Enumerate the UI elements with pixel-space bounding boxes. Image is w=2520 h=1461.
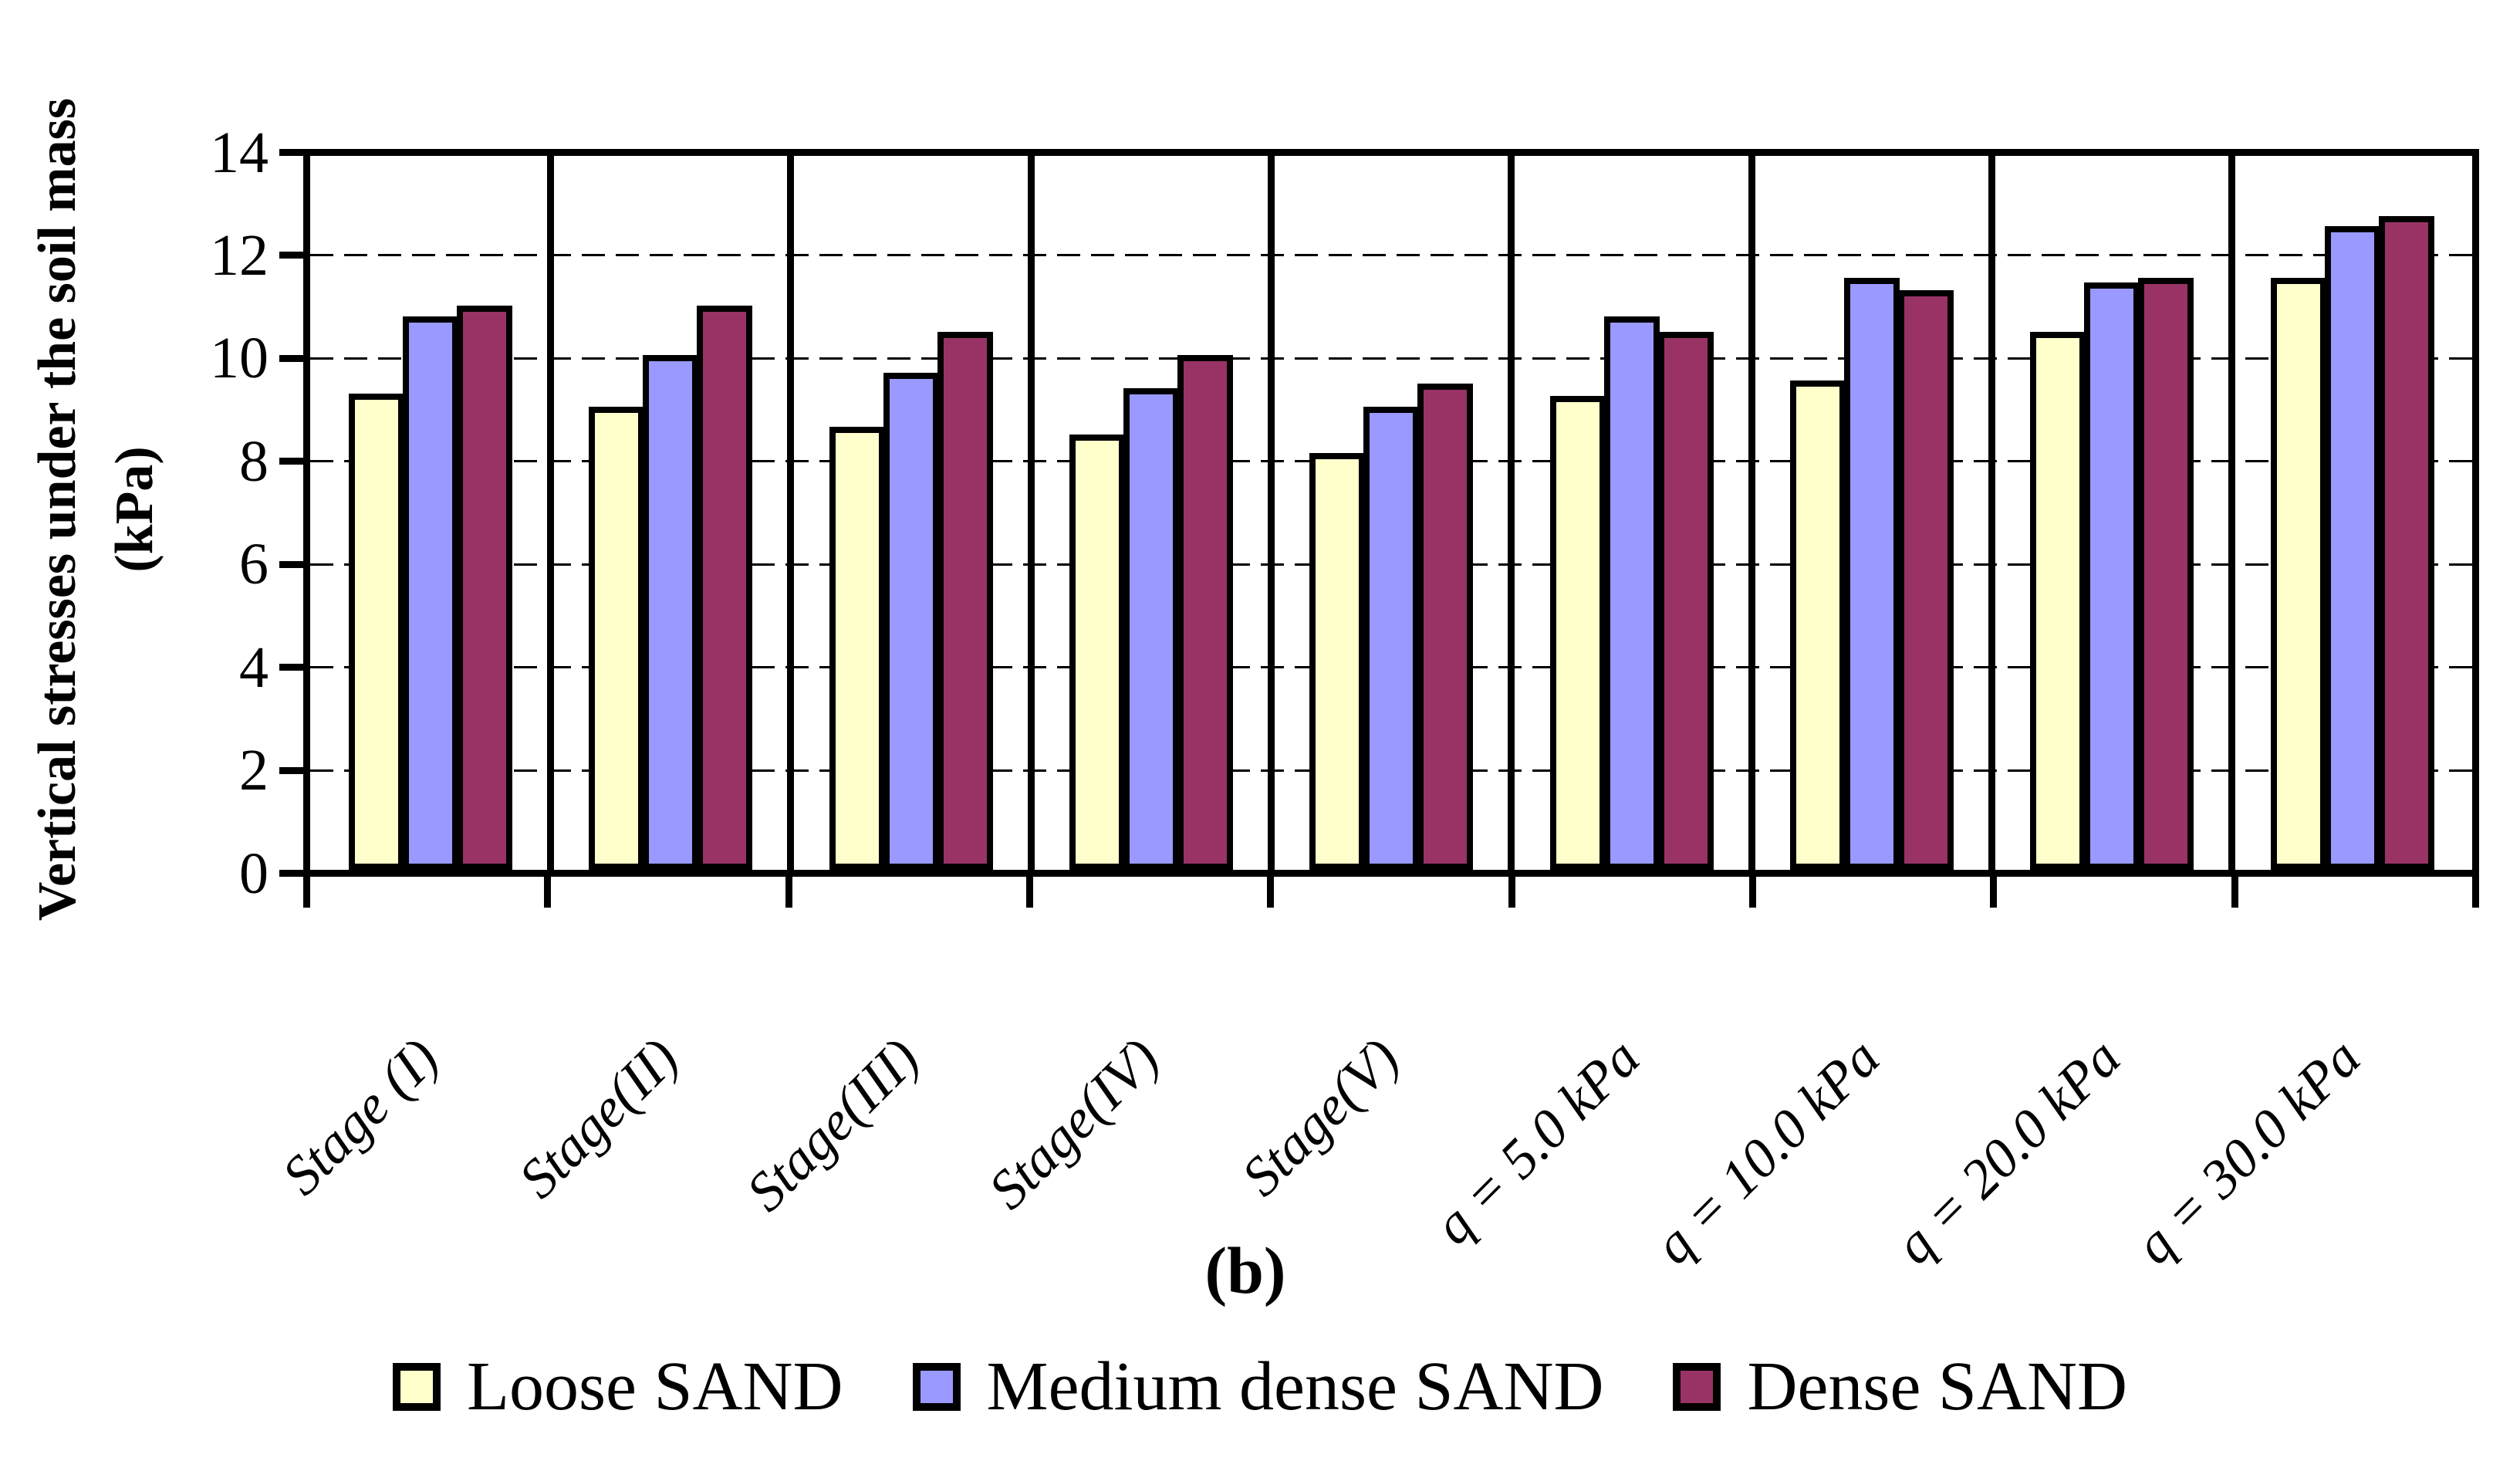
bar-dense-sand-5 xyxy=(1417,384,1474,870)
legend-item-loose-sand: Loose SAND xyxy=(393,1344,843,1429)
y-axis-tick-label: 0 xyxy=(239,840,269,906)
legend-item-medium-dense-sand: Medium dense SAND xyxy=(912,1344,1604,1429)
bar-medium-dense-sand-3 xyxy=(883,373,939,870)
x-axis-tick xyxy=(2231,873,2238,908)
x-axis-tick xyxy=(1508,873,1515,908)
x-axis-tick xyxy=(785,873,792,908)
group-separator xyxy=(787,156,795,870)
bar-loose-sand-2 xyxy=(589,407,645,870)
group-separator xyxy=(1027,156,1035,870)
bar-loose-sand-7 xyxy=(1790,380,1846,870)
gridline-12 xyxy=(310,254,2472,257)
y-axis-tick-2 xyxy=(279,766,310,774)
y-axis-tick-6 xyxy=(279,560,310,568)
bar-medium-dense-sand-6 xyxy=(1603,316,1660,870)
bar-loose-sand-6 xyxy=(1549,396,1606,870)
y-axis-tick-label: 4 xyxy=(239,634,269,700)
bar-dense-sand-2 xyxy=(697,306,753,870)
plot-inner xyxy=(310,156,2472,870)
x-axis-tick xyxy=(1026,873,1033,908)
bar-medium-dense-sand-2 xyxy=(643,355,699,870)
y-axis-title-line1: Vertical stresses under the soil mass xyxy=(28,97,87,922)
bar-medium-dense-sand-1 xyxy=(403,316,458,870)
x-axis-tick xyxy=(1267,873,1275,908)
x-category-label-5: Stage(V) xyxy=(1230,1026,1411,1208)
bar-loose-sand-4 xyxy=(1069,435,1125,870)
x-category-label-4: Stage(IV) xyxy=(976,1026,1171,1221)
y-axis-tick-4 xyxy=(279,664,310,671)
x-axis-tick xyxy=(2472,873,2479,908)
bar-dense-sand-1 xyxy=(457,306,512,870)
legend-label-loose-sand: Loose SAND xyxy=(467,1348,843,1425)
plot-area xyxy=(303,149,2479,877)
y-axis-tick-label: 10 xyxy=(210,326,269,391)
bar-medium-dense-sand-9 xyxy=(2324,226,2380,870)
group-separator xyxy=(1267,156,1275,870)
legend-swatch-loose-sand xyxy=(393,1363,441,1411)
bar-medium-dense-sand-8 xyxy=(2084,282,2140,870)
group-separator xyxy=(1988,156,1995,870)
legend-swatch-dense-sand xyxy=(1673,1363,1721,1411)
bar-loose-sand-8 xyxy=(2030,332,2086,870)
legend-item-dense-sand: Dense SAND xyxy=(1673,1344,2127,1429)
bar-loose-sand-1 xyxy=(349,394,404,870)
legend-label-medium-dense-sand: Medium dense SAND xyxy=(986,1348,1604,1425)
y-axis-tick-label: 12 xyxy=(210,222,269,288)
bar-loose-sand-9 xyxy=(2270,278,2326,870)
y-axis-tick-label: 2 xyxy=(239,738,269,803)
bar-dense-sand-4 xyxy=(1177,355,1233,870)
x-category-label-1: Stage (I) xyxy=(270,1026,451,1207)
y-axis-tick-label: 8 xyxy=(239,428,269,494)
figure-label: (b) xyxy=(1204,1233,1286,1307)
bar-dense-sand-8 xyxy=(2138,278,2194,870)
bar-dense-sand-7 xyxy=(1898,290,1954,870)
y-axis-tick-10 xyxy=(279,354,310,362)
x-category-label-6: q = 5.0 kPa xyxy=(1421,1026,1652,1256)
x-category-label-3: Stage(III) xyxy=(734,1026,931,1223)
gridline-10 xyxy=(310,357,2472,360)
y-axis-tick-label: 14 xyxy=(210,120,269,185)
y-axis-tick-12 xyxy=(279,252,310,259)
bar-medium-dense-sand-5 xyxy=(1363,407,1420,870)
y-axis-tick-0 xyxy=(279,870,310,877)
legend: Loose SAND Medium dense SAND Dense SAND xyxy=(0,1344,2520,1429)
x-axis-tick xyxy=(303,873,310,908)
bar-medium-dense-sand-7 xyxy=(1844,278,1900,870)
group-separator xyxy=(546,156,554,870)
x-axis-tick xyxy=(1990,873,1998,908)
bar-loose-sand-3 xyxy=(829,427,885,870)
x-axis-tick xyxy=(1749,873,1756,908)
y-axis-tick-14 xyxy=(279,149,310,156)
y-axis-tick-label: 6 xyxy=(239,532,269,597)
bar-dense-sand-3 xyxy=(937,332,993,870)
bar-loose-sand-5 xyxy=(1309,453,1366,870)
x-category-label-2: Stage(II) xyxy=(507,1026,691,1210)
group-separator xyxy=(1748,156,1755,870)
bar-dense-sand-9 xyxy=(2378,216,2434,870)
bar-medium-dense-sand-4 xyxy=(1123,388,1179,870)
group-separator xyxy=(2228,156,2236,870)
group-separator xyxy=(1508,156,1515,870)
x-axis-tick xyxy=(544,873,552,908)
legend-swatch-medium-dense-sand xyxy=(912,1363,961,1411)
y-axis-tick-8 xyxy=(279,458,310,465)
bar-dense-sand-6 xyxy=(1657,332,1714,870)
legend-label-dense-sand: Dense SAND xyxy=(1747,1348,2127,1425)
